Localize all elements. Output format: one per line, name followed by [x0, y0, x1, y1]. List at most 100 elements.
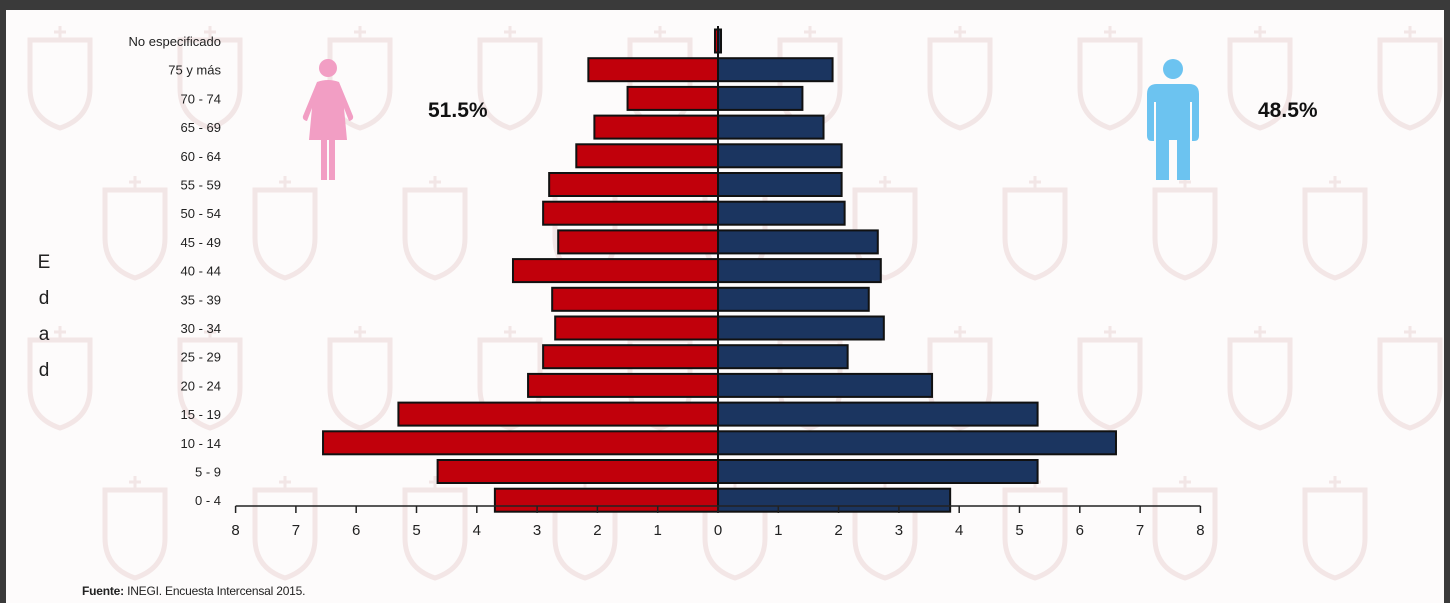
- male-bar: [717, 315, 885, 341]
- male-bar: [717, 143, 843, 169]
- female-bar: [554, 315, 719, 341]
- age-group-label: 50 - 54: [181, 206, 221, 221]
- male-bar: [717, 372, 934, 398]
- age-group-label: 20 - 24: [181, 378, 221, 393]
- x-tick-label: 8: [231, 522, 239, 539]
- source-note: Fuente: INEGI. Encuesta Intercensal 2015…: [82, 584, 305, 598]
- watermark-tile: [477, 26, 543, 131]
- watermark-tile: [1152, 476, 1218, 581]
- watermark-tile: [177, 326, 243, 431]
- age-group-label: 15 - 19: [181, 407, 221, 422]
- woman-icon: [302, 59, 354, 180]
- watermark-tile: [27, 326, 93, 431]
- x-tick-label: 6: [352, 522, 360, 539]
- age-group-label: 35 - 39: [181, 292, 221, 307]
- female-bar: [322, 430, 719, 456]
- age-group-label: 60 - 64: [181, 149, 221, 164]
- male-bar: [717, 487, 952, 513]
- watermark-tile: [1077, 326, 1143, 431]
- age-group-label: 30 - 34: [181, 321, 221, 336]
- x-tick-label: 3: [533, 522, 541, 539]
- x-tick-label: 0: [714, 522, 722, 539]
- age-group-label: 45 - 49: [181, 235, 221, 250]
- female-bar: [575, 143, 719, 169]
- y-axis-title-letter: d: [39, 288, 50, 309]
- female-percentage: 51.5%: [428, 99, 488, 122]
- male-percentage: 48.5%: [1258, 99, 1318, 122]
- x-tick-label: 8: [1196, 522, 1204, 539]
- age-group-label: 0 - 4: [195, 493, 221, 508]
- x-tick-label: 4: [955, 522, 963, 539]
- age-group-label: 65 - 69: [181, 120, 221, 135]
- x-tick-label: 3: [895, 522, 903, 539]
- x-tick-label: 6: [1076, 522, 1084, 539]
- watermark-tile: [177, 26, 243, 131]
- x-tick-label: 2: [834, 522, 842, 539]
- female-bar: [542, 344, 719, 370]
- watermark-tile: [27, 26, 93, 131]
- age-group-label: 55 - 59: [181, 178, 221, 193]
- age-group-label: 40 - 44: [181, 264, 221, 279]
- watermark-tile: [927, 326, 993, 431]
- male-bar: [717, 172, 843, 197]
- female-bar: [397, 401, 719, 427]
- watermark-tile: [1302, 176, 1368, 281]
- watermark-tile: [252, 476, 318, 581]
- female-bar: [548, 172, 719, 197]
- age-labels-group: No especificado 75 y más 70 - 74 65 - 69 60 …: [129, 34, 222, 508]
- male-bar: [717, 401, 1039, 427]
- age-group-label: No especificado: [129, 34, 222, 49]
- male-bar: [717, 114, 825, 140]
- x-tick-label: 7: [292, 522, 300, 539]
- source-label: Fuente:: [82, 584, 124, 598]
- x-tick-label: 5: [412, 522, 420, 539]
- male-bar: [717, 258, 882, 284]
- watermark-tile: [327, 326, 393, 431]
- man-icon: [1147, 59, 1199, 180]
- female-bar: [557, 229, 720, 255]
- watermark-tile: [927, 26, 993, 131]
- male-bar: [717, 229, 879, 255]
- y-axis-title-letter: d: [39, 360, 50, 381]
- female-bar: [542, 200, 719, 226]
- watermark-tile: [1002, 176, 1068, 281]
- male-bar: [717, 430, 1117, 456]
- y-axis-title-letter: E: [38, 252, 51, 273]
- watermark-tile: [1377, 326, 1443, 431]
- x-tick-label: 1: [654, 522, 662, 539]
- female-bar: [527, 372, 719, 398]
- watermark-tile: [1302, 476, 1368, 581]
- age-group-label: 75 y más: [168, 63, 221, 78]
- age-group-label: 10 - 14: [181, 436, 221, 451]
- x-tick-label: 4: [473, 522, 481, 539]
- x-tick-label: 5: [1015, 522, 1023, 539]
- watermark-tile: [252, 176, 318, 281]
- female-bar: [593, 114, 720, 140]
- watermark-tile: [1077, 26, 1143, 131]
- watermark-tile: [1377, 26, 1443, 131]
- male-bar: [717, 459, 1039, 484]
- male-bar: [717, 57, 834, 83]
- age-group-label: 70 - 74: [181, 91, 221, 106]
- age-group-label: 25 - 29: [181, 350, 221, 365]
- watermark-tile: [1227, 26, 1293, 131]
- x-tick-label: 2: [593, 522, 601, 539]
- age-group-label: 5 - 9: [195, 465, 221, 480]
- female-bar: [626, 85, 719, 111]
- watermark-tile: [1227, 326, 1293, 431]
- male-bar: [717, 85, 804, 111]
- x-axis: 8 7 6 5 4 3 2 1 0 1 2 3 4 5 6 7 8: [231, 505, 1205, 539]
- female-bar: [587, 57, 719, 83]
- female-bar: [551, 286, 719, 312]
- female-bar: [511, 258, 719, 284]
- female-bar: [436, 459, 719, 484]
- source-text: INEGI. Encuesta Intercensal 2015.: [127, 584, 306, 598]
- watermark-tile: [402, 176, 468, 281]
- male-bar: [717, 344, 849, 370]
- x-tick-label: 7: [1136, 522, 1144, 539]
- bars-group: [322, 26, 1117, 513]
- watermark-tile: [102, 476, 168, 581]
- watermark-tile: [102, 176, 168, 281]
